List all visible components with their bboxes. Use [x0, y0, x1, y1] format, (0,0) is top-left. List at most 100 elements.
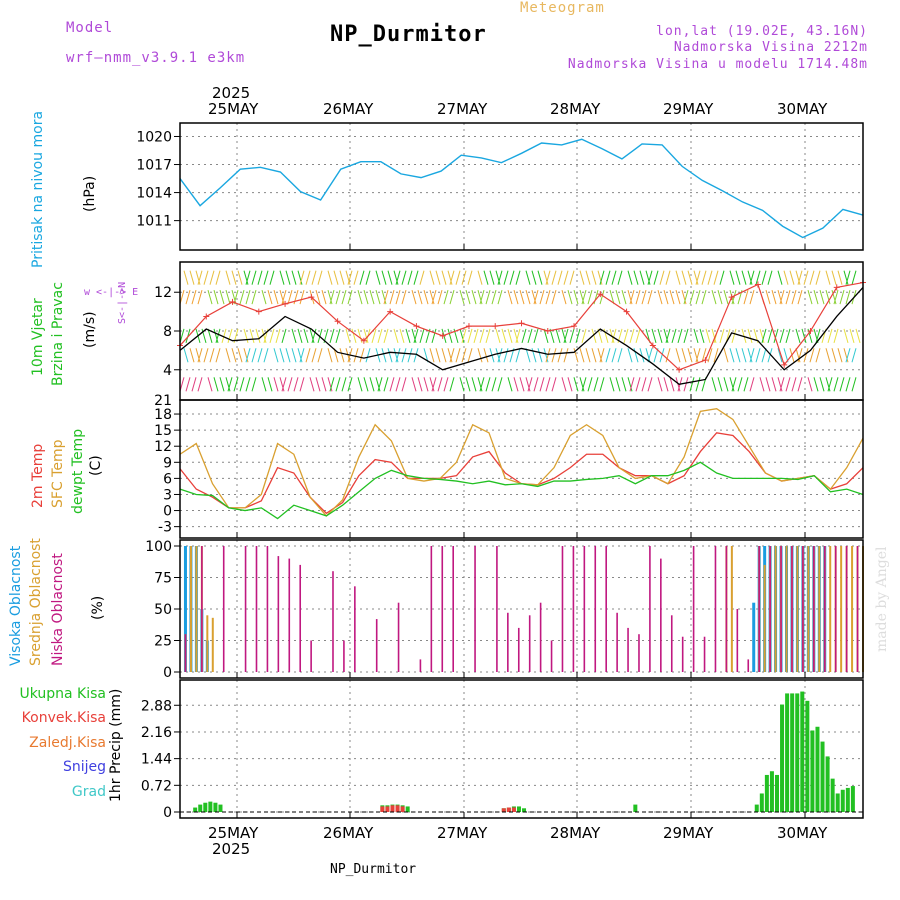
precip-konvek-bar	[506, 807, 511, 812]
wind-arrow	[215, 348, 221, 363]
wind-arrow	[297, 270, 303, 285]
wind-arrow	[447, 348, 453, 363]
low-cloud-bar	[714, 546, 717, 672]
wind-arrow	[461, 348, 467, 363]
low-cloud-bar	[572, 546, 575, 672]
mid-cloud-bar	[211, 617, 214, 672]
wind-arrow	[647, 348, 653, 363]
wind-arrow	[795, 348, 801, 363]
wind-arrow	[381, 348, 387, 363]
wind-arrow	[497, 289, 503, 305]
wind-arrow	[501, 328, 507, 343]
wind-arrow	[839, 289, 845, 305]
wind-arrow	[825, 270, 831, 285]
day-label-bottom-1: 26MAY	[323, 824, 374, 842]
day-label-bottom-2: 27MAY	[437, 824, 488, 842]
wind-arrow	[611, 328, 617, 343]
wind-arrow	[219, 289, 225, 305]
low-cloud-bar	[670, 615, 673, 672]
wind-arrow	[513, 377, 519, 392]
wind-arrow	[627, 289, 633, 305]
wind-arrow	[353, 270, 359, 285]
wind-arrow	[243, 348, 249, 363]
wind-arrow	[257, 270, 263, 285]
wind-arrow	[831, 348, 837, 363]
wind-arrow	[773, 328, 779, 343]
wind-arrow	[363, 377, 369, 392]
wind-arrow	[455, 270, 461, 285]
temp-ytick-label: 9	[163, 455, 172, 471]
wind-arrow	[779, 328, 785, 343]
wind-arrow	[479, 377, 485, 392]
wind-gust-marker	[807, 328, 814, 334]
wind-arrow	[209, 270, 215, 285]
wind-arrow	[395, 348, 401, 363]
wind-arrow	[585, 270, 591, 285]
wind-arrow	[377, 328, 383, 343]
cloud-ytick-label: 0	[163, 665, 172, 681]
wind-arrow	[731, 328, 737, 343]
mid-cloud-bar	[829, 546, 832, 672]
wind-arrow	[213, 328, 219, 343]
wind-arrow	[497, 348, 503, 363]
wind-arrow	[743, 289, 749, 305]
low-cloud-bar	[244, 546, 247, 672]
wind-arrow	[707, 348, 713, 363]
wind-arrow	[471, 377, 477, 392]
wind-arrow	[537, 270, 543, 285]
wind-arrow	[495, 328, 501, 343]
wind-arrow	[827, 328, 833, 343]
precip-ukupna-bar	[754, 804, 759, 812]
precip-ukupna-bar	[769, 771, 774, 812]
wind-arrow	[413, 270, 419, 285]
wind-arrow	[635, 289, 641, 305]
wind-arrow	[597, 270, 603, 285]
wind-arrow	[285, 270, 291, 285]
precip-ytick-label: 0	[163, 805, 172, 821]
wind-arrow	[281, 377, 287, 392]
precip-ukupna-bar	[815, 726, 820, 812]
low-cloud-bar	[649, 546, 651, 672]
wind-arrow	[251, 289, 257, 305]
wind-arrow	[611, 348, 617, 363]
wind-arrow	[551, 377, 557, 392]
mid-cloud-bar	[807, 546, 810, 672]
wind-arrow	[825, 348, 831, 363]
wind-arrow	[257, 348, 263, 363]
wind-arrow	[413, 348, 419, 363]
wind-arrow	[279, 270, 285, 285]
high-cloud-bar	[752, 602, 756, 672]
wind-gust-marker	[754, 281, 761, 288]
mid-cloud-bar	[730, 546, 733, 672]
wind-arrow	[395, 289, 401, 305]
wind-arrow	[261, 377, 267, 392]
wind-arrow	[443, 377, 449, 392]
wind-arrow	[597, 348, 603, 363]
wind-arrow	[627, 270, 633, 285]
wind-gust-marker	[413, 323, 420, 330]
wind-gust-marker	[439, 332, 446, 339]
wind-arrow	[675, 377, 681, 392]
wind-arrow	[525, 289, 531, 305]
wind-arrow	[251, 348, 257, 363]
precip-ukupna-bar	[845, 787, 850, 812]
wind-arrow	[419, 328, 425, 343]
wind-arrow	[681, 270, 687, 285]
wind-arrow	[239, 289, 245, 305]
wind-arrow	[519, 377, 525, 392]
pressure-ytick-label: 1014	[136, 186, 172, 202]
low-cloud-bar	[277, 556, 280, 672]
day-label-bottom-3: 28MAY	[550, 824, 601, 842]
wind-arrow	[675, 270, 681, 285]
wind-arrow	[315, 377, 321, 392]
wind-arrow	[809, 270, 815, 285]
wind-arrow	[633, 270, 639, 285]
wind-arrow	[591, 270, 597, 285]
wind-arrow	[377, 377, 383, 392]
wind-arrow	[749, 348, 755, 363]
wind-arrow	[609, 377, 615, 392]
wind-arrow	[419, 270, 425, 285]
precip-ukupna-bar	[516, 806, 521, 812]
low-cloud-bar	[627, 627, 629, 672]
wind-arrow	[617, 348, 623, 363]
